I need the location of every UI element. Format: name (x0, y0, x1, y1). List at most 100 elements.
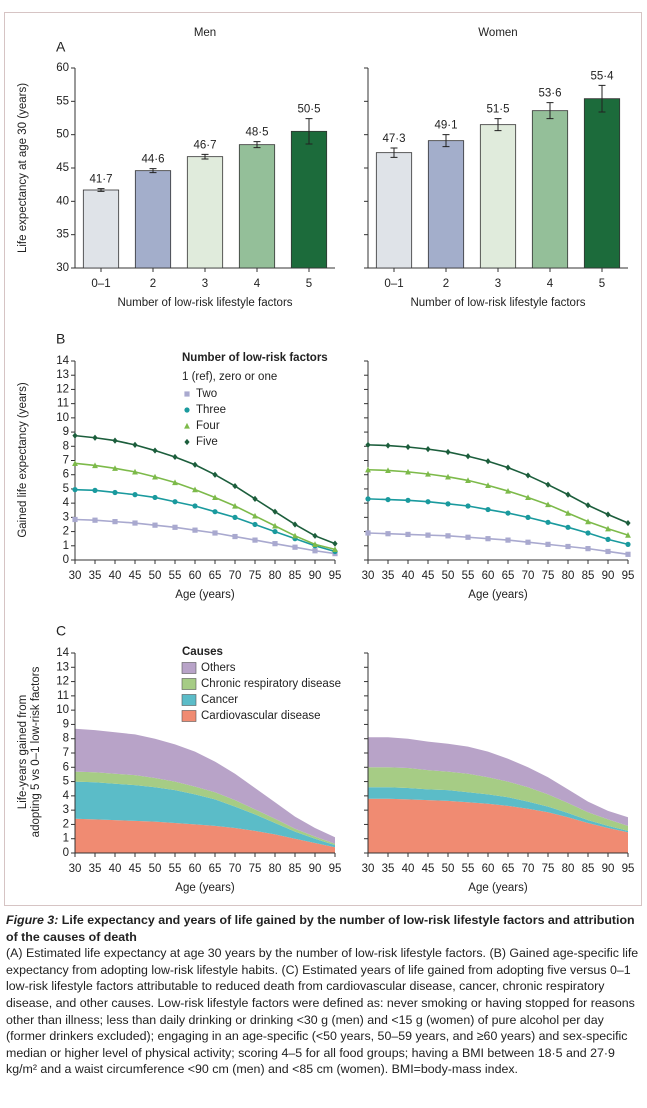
x-tick-label: 90 (602, 570, 615, 582)
value-label: 53·6 (538, 88, 561, 100)
marker (292, 521, 298, 528)
marker (72, 516, 78, 523)
x-tick-label: 85 (582, 863, 595, 875)
y-tick-label: 9 (63, 426, 69, 438)
x-axis-label: Number of low-risk lifestyle factors (410, 297, 585, 309)
error-bar (149, 168, 157, 174)
y-tick-label: 60 (56, 62, 69, 74)
y-tick-label: 2 (63, 818, 69, 830)
y-tick-label: 5 (63, 776, 69, 788)
x-tick-label: 60 (189, 863, 202, 875)
marker (385, 496, 391, 503)
error-bar (494, 118, 502, 132)
y-tick-label: 8 (63, 440, 69, 452)
marker (192, 503, 198, 509)
x-tick-label: 65 (502, 570, 515, 582)
marker (425, 499, 431, 505)
y-tick-label: 14 (56, 355, 69, 367)
x-axis-label: Age (years) (175, 882, 235, 894)
marker (132, 520, 138, 526)
marker (485, 458, 491, 465)
x-tick-label: 60 (482, 863, 495, 875)
marker (232, 533, 238, 540)
value-label: 51·5 (486, 104, 509, 116)
x-tick-label: 50 (442, 570, 455, 582)
y-tick-label: 40 (56, 195, 69, 207)
marker (565, 543, 571, 550)
x-tick-label: 30 (362, 570, 375, 582)
marker (272, 522, 278, 529)
x-tick-label: 0–1 (91, 278, 110, 290)
x-tick-label: 45 (129, 570, 142, 582)
marker (545, 501, 551, 508)
marker (405, 443, 411, 451)
error-bar (546, 102, 554, 120)
area (368, 737, 628, 826)
marker (385, 442, 391, 449)
marker (365, 496, 371, 502)
x-tick-label: 80 (562, 863, 575, 875)
marker (385, 467, 391, 474)
marker (485, 536, 491, 542)
x-tick-label: 55 (462, 863, 475, 875)
x-tick-label: 35 (89, 570, 102, 582)
legend-title: Causes (182, 646, 223, 658)
x-tick-label: 80 (269, 570, 282, 582)
marker (505, 510, 511, 516)
x-axis-label: Age (years) (468, 589, 528, 601)
x-tick-label: 35 (382, 863, 395, 875)
legend-label: Four (196, 420, 220, 432)
x-tick-label: 85 (289, 570, 302, 582)
x-tick-label: 3 (495, 278, 501, 290)
x-tick-label: 55 (169, 863, 182, 875)
marker (585, 546, 591, 552)
y-tick-label: 7 (63, 747, 69, 759)
area (75, 771, 335, 846)
marker (465, 503, 471, 509)
marker (625, 551, 631, 557)
legend-swatch (184, 422, 190, 429)
x-tick-label: 75 (249, 570, 262, 582)
y-tick-label: 6 (63, 761, 69, 773)
series-line (74, 488, 336, 553)
x-tick-label: 90 (602, 863, 615, 875)
x-axis-label: Age (years) (175, 589, 235, 601)
x-tick-label: 80 (269, 863, 282, 875)
value-label: 47·3 (382, 133, 405, 145)
y-tick-label: 55 (56, 95, 69, 107)
marker (152, 447, 158, 454)
value-label: 48·5 (245, 127, 268, 139)
legend-note: 1 (ref), zero or one (182, 371, 277, 383)
caption-heading: Life expectancy and years of life gained… (6, 913, 635, 944)
marker (605, 525, 611, 532)
y-tick-label: 12 (56, 383, 69, 395)
marker (565, 524, 571, 530)
x-tick-label: 95 (622, 570, 635, 582)
y-tick-label: 10 (56, 704, 69, 716)
marker (172, 499, 178, 505)
marker (92, 462, 98, 469)
marker (505, 487, 511, 494)
marker (365, 441, 371, 448)
series-line (74, 518, 336, 555)
x-tick-label: 75 (249, 863, 262, 875)
marker (252, 512, 258, 519)
marker (545, 481, 551, 488)
x-axis-label: Number of low-risk lifestyle factors (117, 297, 292, 309)
area (368, 767, 628, 831)
marker (152, 522, 158, 528)
bar (134, 170, 172, 269)
marker (525, 514, 531, 520)
x-tick-label: 35 (382, 570, 395, 582)
marker (545, 519, 551, 525)
legend-swatch (184, 391, 190, 397)
bar (583, 98, 621, 269)
marker (565, 491, 571, 498)
x-tick-label: 50 (149, 863, 162, 875)
marker (172, 524, 178, 530)
y-tick-label: 0 (63, 847, 69, 859)
marker (445, 448, 451, 456)
legend-label: Three (196, 404, 226, 416)
value-label: 44·6 (141, 154, 164, 166)
